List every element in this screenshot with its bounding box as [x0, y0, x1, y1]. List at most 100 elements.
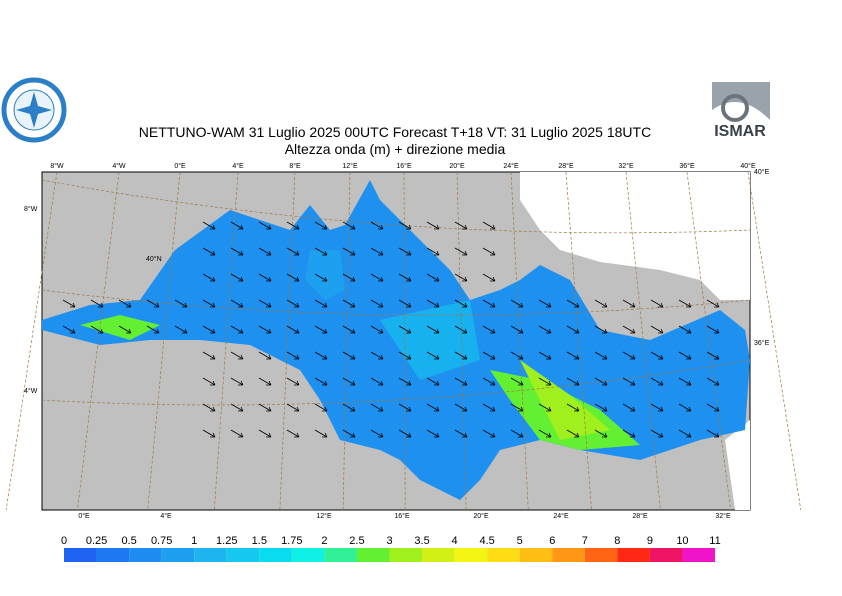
colorbar-label: 6: [549, 535, 555, 547]
wave-arrow: [202, 403, 216, 412]
lon-label: 4°E: [232, 162, 244, 170]
wave-arrow: [650, 325, 664, 334]
lon-label: 0°E: [78, 512, 90, 520]
wave-arrow: [230, 273, 244, 282]
lat-label: 4°W: [24, 387, 38, 395]
wave-arrow: [454, 325, 468, 334]
wave-arrow: [426, 221, 440, 230]
graticule: [342, 171, 351, 511]
wave-arrow: [342, 299, 356, 308]
wave-arrow: [370, 403, 384, 412]
wave-arrow: [650, 377, 664, 386]
lon-label: 24°E: [553, 512, 569, 520]
map: [41, 171, 751, 511]
logo-left: [1, 77, 67, 143]
wave-arrow: [230, 221, 244, 230]
colorbar-label: 0.25: [86, 535, 107, 547]
graticule: [747, 171, 802, 511]
wave-arrow: [202, 429, 216, 438]
wave-arrow: [202, 377, 216, 386]
wave-arrow: [286, 429, 300, 438]
wave-arrow: [678, 351, 692, 360]
wave-arrow: [454, 273, 468, 282]
wave-arrow: [510, 403, 524, 412]
wave-arrow: [258, 403, 272, 412]
wave-arrow: [314, 299, 328, 308]
wave-arrow: [538, 403, 552, 412]
lon-label: 0°E: [174, 162, 186, 170]
colorbar-swatch: [291, 548, 325, 562]
wave-arrow: [454, 221, 468, 230]
lon-label: 40°E: [740, 162, 756, 170]
wave-arrow: [398, 299, 412, 308]
wave-arrow: [230, 247, 244, 256]
wave-arrow: [202, 273, 216, 282]
colorbar-swatch: [194, 548, 227, 562]
wave-arrow: [174, 299, 188, 308]
wave-arrow: [566, 403, 580, 412]
colorbar-label: 4: [452, 535, 458, 547]
wave-arrow: [510, 377, 524, 386]
lon-label: 32°E: [715, 512, 731, 520]
wave-arrow: [342, 325, 356, 334]
wave-arrow: [426, 403, 440, 412]
graticule: [565, 171, 592, 511]
wave-arrow: [90, 299, 104, 308]
wave-arrow: [174, 325, 188, 334]
wave-arrow: [314, 429, 328, 438]
wave-arrow: [230, 429, 244, 438]
wave-arrow: [370, 273, 384, 282]
wave-arrow: [342, 247, 356, 256]
lat-label: 40°E: [754, 168, 770, 176]
wave-arrow: [566, 429, 580, 438]
wave-arrow: [566, 299, 580, 308]
lon-label: 12°E: [342, 162, 358, 170]
wave-arrow: [650, 351, 664, 360]
wave-arrow: [678, 377, 692, 386]
wave-arrow: [482, 325, 496, 334]
wave-arrow: [482, 351, 496, 360]
lon-label: 24°E: [503, 162, 519, 170]
wave-arrow: [566, 377, 580, 386]
colorbar-label: 7: [582, 535, 588, 547]
wave-arrow: [622, 299, 636, 308]
wave-arrow: [426, 247, 440, 256]
graticule: [686, 171, 731, 511]
graticule: [147, 171, 181, 511]
wave-arrow: [482, 221, 496, 230]
wave-arrow: [538, 377, 552, 386]
wave-arrow: [650, 429, 664, 438]
colorbar-swatch: [454, 548, 488, 562]
colorbar-label: 10: [676, 535, 688, 547]
wave-arrow: [342, 273, 356, 282]
wave-arrow: [706, 429, 720, 438]
graticule: [403, 171, 406, 511]
wave-arrow: [622, 325, 636, 334]
wave-arrow: [230, 299, 244, 308]
wave-arrow: [622, 377, 636, 386]
colorbar-label: 5: [517, 535, 523, 547]
lon-label: 4°W: [112, 162, 126, 170]
lon-label: 32°E: [618, 162, 634, 170]
graticule: [41, 359, 751, 406]
wave-arrow: [370, 221, 384, 230]
colorbar-swatch: [259, 548, 292, 562]
wave-arrow: [426, 429, 440, 438]
wave-arrow: [426, 377, 440, 386]
wave-arrow: [202, 325, 216, 334]
colorbar-swatch: [519, 548, 553, 562]
graticule: [77, 171, 120, 511]
wave-arrow: [454, 351, 468, 360]
wave-arrow: [454, 429, 468, 438]
wave-arrow: [146, 299, 160, 308]
wave-arrow: [398, 247, 412, 256]
wave-arrow: [370, 247, 384, 256]
wave-arrow: [678, 299, 692, 308]
colorbar-label: 9: [647, 535, 653, 547]
colorbar-swatch: [682, 548, 715, 562]
colorbar-swatch: [422, 548, 455, 562]
wave-arrow: [118, 299, 132, 308]
colorbar: 0 0.25 0.5 0.75 1 1.25 1.5 1.75 2 2.5 3 3.5 4 4.5 5 6 7 8…: [61, 535, 721, 562]
wave-arrow: [370, 299, 384, 308]
wave-arrow: [202, 299, 216, 308]
